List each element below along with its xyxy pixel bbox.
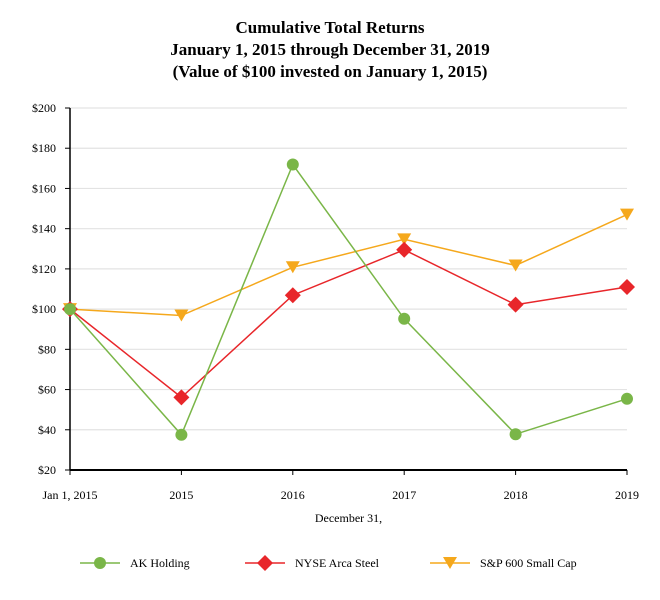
chart-title-line-1: Cumulative Total Returns — [235, 18, 425, 37]
chart-title-line-3: (Value of $100 invested on January 1, 20… — [172, 62, 488, 81]
data-point — [397, 233, 412, 246]
data-point — [174, 309, 189, 322]
y-tick-label: $40 — [38, 423, 56, 437]
data-point — [175, 428, 188, 441]
y-tick-label: $160 — [32, 181, 56, 195]
data-point — [508, 259, 523, 272]
data-point — [173, 389, 190, 406]
series-line-1 — [69, 248, 628, 399]
x-tick-label: 2015 — [169, 488, 193, 502]
legend-label: NYSE Arca Steel — [295, 556, 380, 570]
data-point — [396, 241, 413, 258]
data-point — [621, 392, 633, 405]
x-tick-label: Jan 1, 2015 — [43, 488, 98, 502]
y-tick-label: $80 — [38, 342, 56, 356]
y-tick-label: $20 — [38, 463, 56, 477]
data-point — [286, 158, 299, 171]
data-point — [619, 278, 635, 295]
x-axis-label: December 31, — [315, 511, 382, 525]
chart-title-line-2: January 1, 2015 through December 31, 201… — [170, 40, 490, 59]
data-point — [620, 208, 634, 221]
legend-label: AK Holding — [130, 556, 190, 570]
legend-label: S&P 600 Small Cap — [480, 556, 577, 570]
y-tick-label: $180 — [32, 141, 56, 155]
data-point — [64, 303, 76, 316]
series-line-0 — [69, 162, 628, 437]
x-tick-label: 2017 — [392, 488, 416, 502]
data-point — [507, 296, 524, 313]
series-line-2 — [69, 213, 628, 317]
y-tick-label: $100 — [32, 302, 56, 316]
x-tick-label: 2018 — [504, 488, 528, 502]
y-tick-label: $140 — [32, 222, 56, 236]
legend-marker — [257, 555, 273, 571]
data-point — [285, 261, 300, 274]
legend-marker — [94, 557, 106, 569]
y-tick-label: $120 — [32, 262, 56, 276]
data-point — [284, 287, 301, 304]
data-point — [398, 312, 411, 325]
y-tick-label: $200 — [32, 101, 56, 115]
y-tick-label: $60 — [38, 383, 56, 397]
x-tick-label: 2019 — [615, 488, 639, 502]
data-point — [509, 428, 522, 441]
x-tick-label: 2016 — [281, 488, 305, 502]
legend-marker — [443, 557, 457, 569]
